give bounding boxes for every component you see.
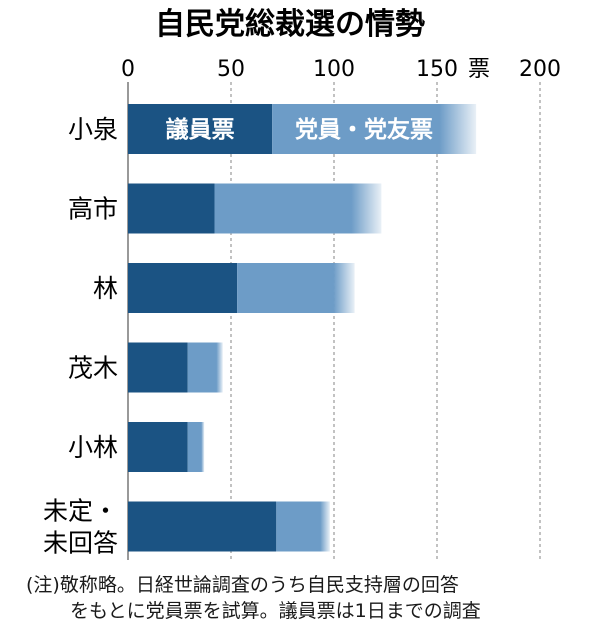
x-tick-50: 50 (217, 57, 245, 82)
category-label: 茂木 (68, 354, 118, 383)
series-label-touin: 党員・党友票 (295, 117, 433, 143)
chart-title: 自民党総裁選の情勢 (155, 7, 425, 42)
category-label: 林 (93, 274, 118, 303)
bar-giin-小泉 (128, 104, 273, 154)
category-label: 小泉 (68, 115, 118, 144)
x-tick-0: 0 (121, 57, 135, 82)
category-label: 高市 (68, 195, 118, 224)
category-label: 未回答 (43, 529, 118, 558)
bars (128, 104, 477, 552)
x-tick-150: 150 (416, 57, 458, 82)
series-labels: 議員票 党員・党友票 (166, 116, 433, 143)
x-tick-200: 200 (519, 57, 561, 82)
bar-touin-小泉 (272, 104, 477, 154)
bar-touin-高市 (214, 183, 382, 234)
note-line-1: (注)敬称略。日経世論調査のうち自民支持層の回答 (26, 574, 459, 596)
bar-touin-林 (237, 263, 355, 313)
category-label: 小林 (68, 433, 118, 462)
unit-label: 票 (468, 57, 490, 82)
x-tick-100: 100 (313, 57, 355, 82)
bar-giin-茂木 (128, 342, 188, 393)
bar-giin-未定・未回答 (128, 501, 277, 552)
category-label: 未定・ (43, 497, 118, 526)
x-axis-ticks: 0 50 100 150 200 (121, 57, 561, 82)
grid (127, 82, 541, 560)
bar-touin-茂木 (187, 342, 223, 393)
bar-giin-林 (128, 263, 238, 313)
note-line-2: をもとに党員票を試算。議員票は1日までの調査 (70, 600, 481, 622)
series-label-giin: 議員票 (166, 116, 235, 143)
bar-giin-高市 (128, 183, 215, 234)
bar-touin-未定・未回答 (276, 501, 330, 552)
bar-touin-小林 (187, 422, 205, 472)
bar-giin-小林 (128, 422, 188, 472)
